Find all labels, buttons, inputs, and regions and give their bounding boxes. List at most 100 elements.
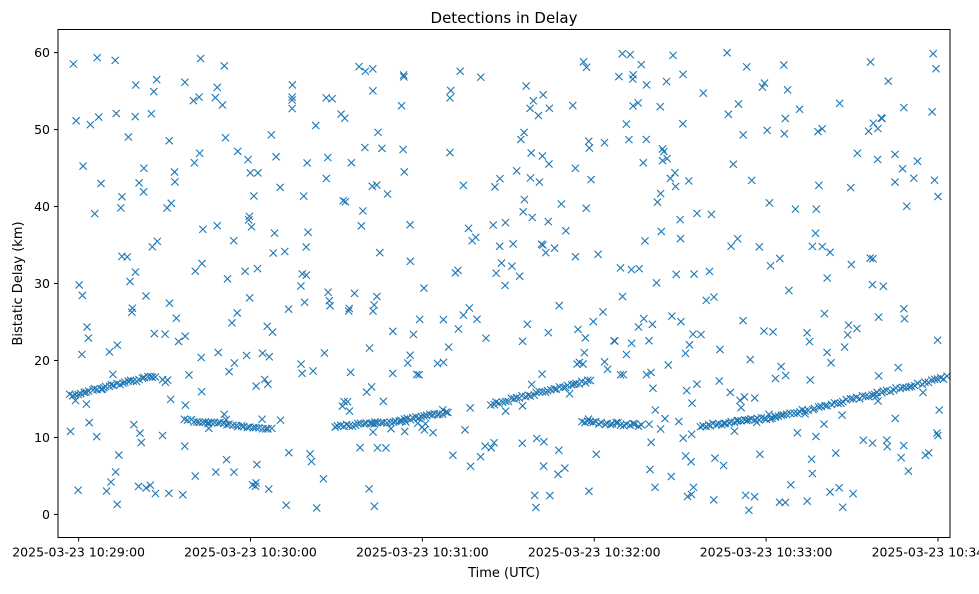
data-point-marker (372, 292, 381, 301)
x-tick-label: 2025-03-23 10:30:00 (184, 545, 317, 560)
data-point-marker (687, 490, 696, 499)
data-point-marker (94, 113, 103, 122)
data-point-marker (325, 296, 334, 305)
data-point-marker (204, 424, 213, 433)
data-point-marker (660, 414, 669, 423)
data-point-marker (624, 135, 633, 144)
data-point-marker (861, 392, 870, 401)
x-tick-label: 2025-03-23 10:33:00 (700, 545, 833, 560)
data-point-marker (66, 427, 75, 436)
data-point-marker (705, 267, 714, 276)
data-point-marker (233, 147, 242, 156)
data-point-marker (628, 75, 637, 84)
data-point-marker (805, 337, 814, 346)
data-point-marker (374, 128, 383, 137)
data-point-marker (584, 415, 593, 424)
data-point-marker (174, 337, 183, 346)
data-point-marker (395, 417, 404, 426)
data-point-marker (744, 506, 753, 515)
data-point-marker (583, 376, 592, 385)
data-point-marker (883, 442, 892, 451)
data-point-marker (147, 109, 156, 118)
data-point-marker (412, 370, 421, 379)
data-point-marker (835, 99, 844, 108)
data-point-marker (245, 293, 254, 302)
data-point-marker (667, 472, 676, 481)
data-point-marker (557, 199, 566, 208)
data-point-marker (589, 317, 598, 326)
data-point-marker (766, 261, 775, 270)
data-point-marker (415, 370, 424, 379)
data-point-marker (843, 330, 852, 339)
data-point-marker (652, 278, 661, 287)
data-point-marker (571, 252, 580, 261)
data-point-marker (269, 249, 278, 258)
data-point-marker (670, 168, 679, 177)
data-point-marker (495, 242, 504, 251)
data-point-marker (689, 330, 698, 339)
data-point-marker (538, 370, 547, 379)
data-point-marker (584, 137, 593, 146)
data-point-marker (221, 133, 230, 142)
data-point-marker (864, 127, 873, 136)
data-point-marker (180, 78, 189, 87)
data-point-marker (868, 439, 877, 448)
data-point-marker (647, 438, 656, 447)
data-point-marker (764, 410, 773, 419)
data-point-marker (831, 449, 840, 458)
data-point-marker (814, 181, 823, 190)
data-point-marker (869, 119, 878, 128)
data-point-marker (198, 225, 207, 234)
data-point-marker (662, 77, 671, 86)
data-point-marker (729, 160, 738, 169)
data-point-marker (934, 192, 943, 201)
data-point-marker (195, 418, 204, 427)
data-point-marker (400, 427, 409, 436)
data-point-marker (79, 162, 88, 171)
data-point-marker (535, 387, 544, 396)
data-point-marker (781, 498, 790, 507)
data-point-marker (501, 407, 510, 416)
data-point-marker (106, 478, 115, 487)
data-point-marker (780, 129, 789, 138)
data-point-marker (379, 397, 388, 406)
data-point-marker (682, 386, 691, 395)
data-point-marker (288, 96, 297, 105)
data-point-marker (464, 224, 473, 233)
data-point-marker (840, 343, 849, 352)
data-point-marker (399, 72, 408, 81)
data-point-marker (866, 58, 875, 67)
data-point-marker (507, 262, 516, 271)
x-axis-label: Time (UTC) (467, 566, 540, 581)
data-point-marker (763, 126, 772, 135)
data-point-marker (490, 438, 499, 447)
data-point-marker (905, 382, 914, 391)
data-point-marker (545, 104, 554, 113)
data-point-marker (656, 102, 665, 111)
data-point-marker (882, 436, 891, 445)
data-point-marker (370, 502, 379, 511)
data-point-marker (481, 334, 490, 343)
data-point-marker (241, 267, 250, 276)
data-point-marker (518, 439, 527, 448)
data-point-marker (296, 282, 305, 291)
data-point-marker (492, 398, 501, 407)
data-point-marker (580, 348, 589, 357)
data-point-marker (658, 144, 667, 153)
data-point-marker (827, 358, 836, 367)
data-point-marker (108, 370, 117, 379)
data-point-marker (639, 158, 648, 167)
data-point-marker (466, 462, 475, 471)
data-point-marker (702, 296, 711, 305)
data-point-marker (322, 174, 331, 183)
data-point-marker (750, 393, 759, 402)
data-point-marker (138, 374, 147, 383)
data-point-marker (709, 293, 718, 302)
data-point-marker (559, 383, 568, 392)
data-point-marker (758, 83, 767, 92)
data-point-marker (74, 390, 83, 399)
data-point-marker (585, 144, 594, 153)
y-axis-label: Bistatic Delay (km) (11, 221, 26, 345)
data-point-marker (592, 450, 601, 459)
